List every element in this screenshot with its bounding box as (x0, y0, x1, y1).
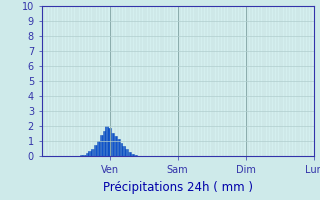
Bar (102, 130, 105, 156)
Bar (94, 145, 97, 156)
Bar (117, 139, 119, 156)
Bar (114, 136, 117, 156)
Bar (80, 155, 83, 156)
Bar (97, 141, 100, 156)
Bar (108, 128, 111, 156)
Bar (88, 151, 91, 156)
Bar (85, 153, 88, 156)
Bar (111, 133, 114, 156)
Bar (122, 146, 125, 156)
Bar (131, 154, 134, 156)
X-axis label: Précipitations 24h ( mm ): Précipitations 24h ( mm ) (103, 181, 252, 194)
Bar (128, 152, 131, 156)
Bar (134, 155, 137, 156)
Bar (105, 126, 108, 156)
Bar (100, 135, 102, 156)
Bar (125, 148, 128, 156)
Bar (83, 154, 85, 156)
Bar (119, 142, 122, 156)
Bar (91, 148, 94, 156)
